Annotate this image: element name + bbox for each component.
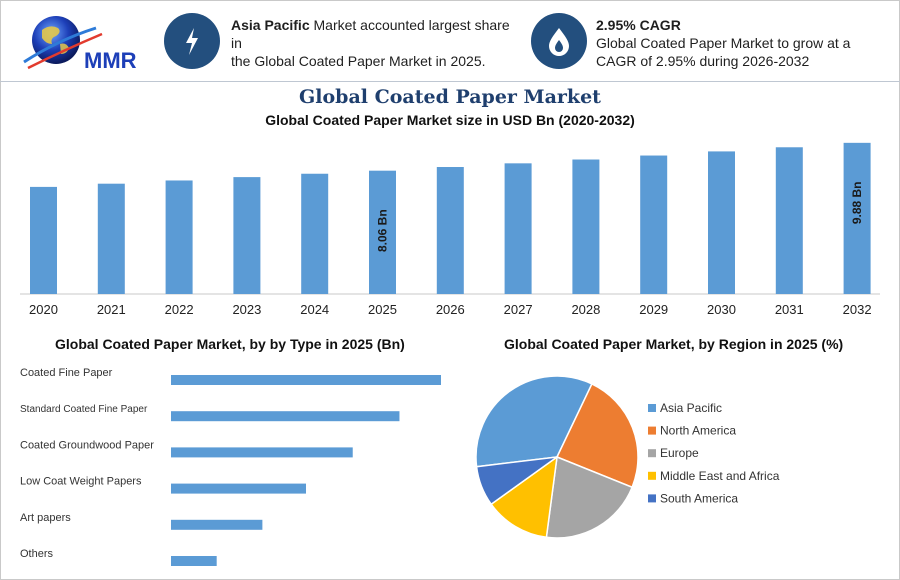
- x-tick-2028: 2028: [571, 302, 600, 317]
- stat2-badge: [531, 13, 587, 69]
- type-label-1: Standard Coated Fine Paper: [20, 404, 148, 415]
- legend-swatch-1: [648, 426, 656, 435]
- bar-2022: [165, 180, 193, 294]
- region-chart-title: Global Coated Paper Market, by Region in…: [504, 336, 844, 352]
- pie-slice-1: [555, 382, 639, 489]
- data-label-2025: 8.06 Bn: [376, 209, 390, 252]
- type-bar-0: [171, 375, 441, 385]
- type-bar-3: [171, 483, 306, 494]
- market-size-bar-chart: 2020 2021 2022 2023 2024 2025 8.06 Bn 2026 2027 2…: [20, 142, 880, 317]
- stat1-line2: the Global Coated Paper Market in 2025.: [231, 53, 486, 69]
- region-pie-chart: Asia Pacific North America Europe Middle Ea…: [475, 375, 780, 539]
- stat2-text: 2.95% CAGR Global Coated Paper Market to…: [596, 16, 886, 70]
- stat1-line1: Market accounted largest share in: [231, 17, 510, 51]
- logo-text: MMR: [84, 48, 137, 73]
- legend-label-3: Middle East and Africa: [660, 469, 780, 483]
- pie-slice-3: [490, 455, 558, 539]
- mmr-logo: MMR: [18, 10, 138, 78]
- pie-slice-4: [475, 456, 558, 506]
- x-tick-2027: 2027: [504, 302, 533, 317]
- bar-2020: [30, 186, 57, 294]
- bar-2029: [640, 155, 668, 294]
- x-tick-2022: 2022: [165, 302, 194, 317]
- bar-2028: [572, 159, 600, 294]
- legend-swatch-2: [648, 449, 656, 458]
- type-label-5: Others: [20, 548, 54, 560]
- x-tick-2024: 2024: [300, 302, 329, 317]
- stat2-line2: CAGR of 2.95% during 2026-2032: [596, 53, 810, 69]
- type-bar-4: [171, 519, 263, 530]
- flame-drop-icon: [549, 28, 569, 56]
- globe-icon: [32, 16, 80, 64]
- bar-2025: [369, 170, 396, 294]
- x-tick-2020: 2020: [29, 302, 58, 317]
- x-tick-2021: 2021: [97, 302, 126, 317]
- x-tick-2026: 2026: [436, 302, 465, 317]
- stat2-bold: 2.95% CAGR: [596, 17, 681, 33]
- x-tick-2031: 2031: [775, 302, 804, 317]
- bar-2027: [504, 163, 532, 294]
- type-bar-2: [171, 447, 353, 458]
- bar-2031: [775, 147, 803, 294]
- type-label-2: Coated Groundwood Paper: [20, 439, 154, 451]
- stat1-badge: [164, 13, 220, 69]
- legend-label-0: Asia Pacific: [660, 401, 722, 415]
- type-chart-title: Global Coated Paper Market, by by Type i…: [55, 336, 405, 352]
- type-bar-5: [171, 556, 217, 566]
- legend-label-2: Europe: [660, 446, 699, 460]
- x-tick-2023: 2023: [232, 302, 261, 317]
- bar-2024: [301, 173, 329, 294]
- pie-slice-2: [545, 455, 634, 539]
- type-label-4: Art papers: [20, 512, 71, 524]
- bar-chart-title: Global Coated Paper Market size in USD B…: [265, 112, 635, 128]
- data-label-2032: 9.88 Bn: [850, 181, 864, 224]
- legend-swatch-4: [648, 494, 656, 503]
- legend-swatch-0: [648, 404, 656, 412]
- stat1-text: Asia Pacific Market accounted largest sh…: [231, 16, 521, 70]
- bar-2032: [843, 142, 871, 294]
- lightning-icon: [186, 28, 198, 55]
- x-tick-2029: 2029: [639, 302, 668, 317]
- page-title: Global Coated Paper Market: [299, 86, 601, 108]
- bar-2021: [97, 183, 125, 294]
- bar-2023: [233, 177, 261, 294]
- type-bar-1: [171, 411, 400, 422]
- bar-2030: [708, 151, 735, 294]
- legend-label-1: North America: [660, 424, 736, 438]
- stat2-line1: Global Coated Paper Market to grow at a: [596, 35, 851, 51]
- x-tick-2032: 2032: [843, 302, 872, 317]
- legend-swatch-3: [648, 471, 656, 480]
- type-label-3: Low Coat Weight Papers: [20, 476, 142, 488]
- header-divider: [0, 81, 900, 82]
- type-bar-chart: Coated Fine Paper Standard Coated Fine Pa…: [20, 367, 441, 566]
- stat1-bold: Asia Pacific: [231, 17, 310, 33]
- bar-2026: [436, 167, 464, 294]
- type-label-0: Coated Fine Paper: [20, 367, 113, 379]
- x-tick-2030: 2030: [707, 302, 736, 317]
- x-tick-2025: 2025: [368, 302, 397, 317]
- legend-label-4: South America: [660, 491, 738, 505]
